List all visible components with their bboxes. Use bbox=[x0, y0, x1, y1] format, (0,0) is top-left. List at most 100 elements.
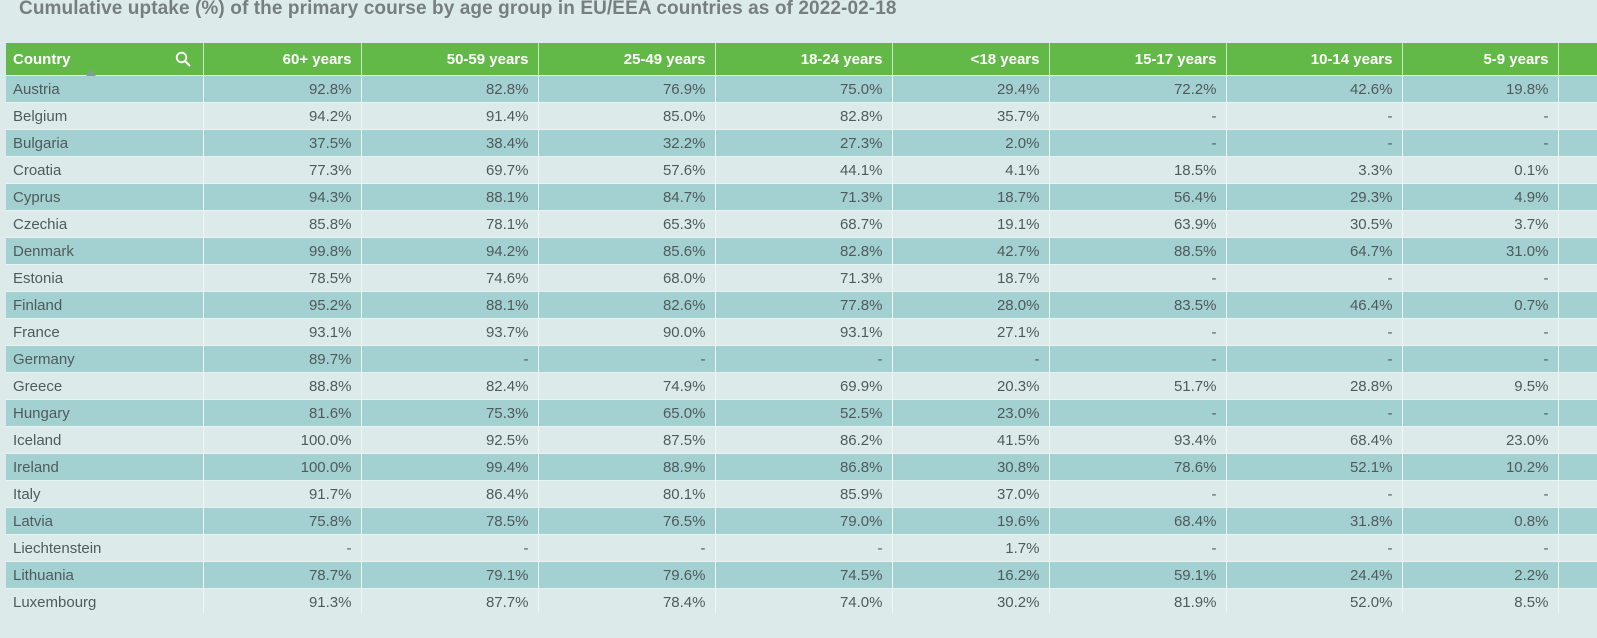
table-row: Czechia 85.8% 78.1% 65.3% 68.7% 19.1% 63.9% 30.… bbox=[6, 210, 1597, 238]
table-row: Ireland 100.0% 99.4% 88.9% 86.8% 30.8% 78.6% 52… bbox=[6, 453, 1597, 481]
cell-under-18: 23.0% bbox=[892, 399, 1050, 427]
cell-next bbox=[1558, 453, 1597, 481]
cell-10-14: - bbox=[1226, 129, 1403, 157]
cell-5-9: 8.5% bbox=[1402, 588, 1559, 613]
cell-25-49: 76.9% bbox=[538, 75, 716, 103]
cell-25-49: 85.0% bbox=[538, 102, 716, 130]
cell-under-18: 28.0% bbox=[892, 291, 1050, 319]
cell-5-9: - bbox=[1402, 345, 1559, 373]
cell-60plus: 100.0% bbox=[203, 453, 362, 481]
cell-15-17: - bbox=[1049, 345, 1227, 373]
cell-15-17: 88.5% bbox=[1049, 237, 1227, 265]
cell-15-17: 56.4% bbox=[1049, 183, 1227, 211]
cell-10-14: - bbox=[1226, 318, 1403, 346]
sort-ascending-icon[interactable] bbox=[86, 70, 96, 76]
cell-country: Czechia bbox=[6, 210, 204, 238]
cell-5-9: 2.2% bbox=[1402, 561, 1559, 589]
cell-15-17: - bbox=[1049, 480, 1227, 508]
table-row: Luxembourg 91.3% 87.7% 78.4% 74.0% 30.2% 81.9%… bbox=[6, 588, 1597, 613]
cell-country: Denmark bbox=[6, 237, 204, 265]
cell-country: Cyprus bbox=[6, 183, 204, 211]
cell-25-49: 82.6% bbox=[538, 291, 716, 319]
header-row: Country 60+ years 50-59 years 25-49 year… bbox=[6, 43, 1597, 76]
cell-25-49: - bbox=[538, 345, 716, 373]
column-header-country[interactable]: Country bbox=[6, 43, 204, 76]
column-header-under-18[interactable]: <18 years bbox=[892, 43, 1050, 76]
cell-5-9: 0.1% bbox=[1402, 156, 1559, 184]
cell-60plus: 94.2% bbox=[203, 102, 362, 130]
cell-18-24: 77.8% bbox=[715, 291, 893, 319]
cell-next bbox=[1558, 129, 1597, 157]
data-table-container: Country 60+ years 50-59 years 25-49 year… bbox=[6, 43, 1597, 613]
cell-25-49: 79.6% bbox=[538, 561, 716, 589]
column-header-10-14[interactable]: 10-14 years bbox=[1226, 43, 1403, 76]
cell-18-24: 44.1% bbox=[715, 156, 893, 184]
cell-under-18: 37.0% bbox=[892, 480, 1050, 508]
column-header-50-59[interactable]: 50-59 years bbox=[361, 43, 539, 76]
column-header-next[interactable] bbox=[1558, 43, 1597, 76]
cell-25-49: 87.5% bbox=[538, 426, 716, 454]
cell-10-14: - bbox=[1226, 345, 1403, 373]
table-row: Cyprus 94.3% 88.1% 84.7% 71.3% 18.7% 56.4% 29.3… bbox=[6, 183, 1597, 211]
column-header-60plus[interactable]: 60+ years bbox=[203, 43, 362, 76]
cell-country: Iceland bbox=[6, 426, 204, 454]
column-header-18-24[interactable]: 18-24 years bbox=[715, 43, 893, 76]
cell-next bbox=[1558, 480, 1597, 508]
cell-under-18: 19.1% bbox=[892, 210, 1050, 238]
column-header-25-49[interactable]: 25-49 years bbox=[538, 43, 716, 76]
search-icon[interactable] bbox=[175, 51, 191, 67]
cell-country: France bbox=[6, 318, 204, 346]
cell-25-49: 76.5% bbox=[538, 507, 716, 535]
cell-under-18: - bbox=[892, 345, 1050, 373]
table-row: Estonia 78.5% 74.6% 68.0% 71.3% 18.7% - - - bbox=[6, 264, 1597, 292]
table-row: France 93.1% 93.7% 90.0% 93.1% 27.1% - - - bbox=[6, 318, 1597, 346]
cell-50-59: 91.4% bbox=[361, 102, 539, 130]
table-row: Iceland 100.0% 92.5% 87.5% 86.2% 41.5% 93.4% 68… bbox=[6, 426, 1597, 454]
cell-country: Luxembourg bbox=[6, 588, 204, 613]
cell-10-14: 24.4% bbox=[1226, 561, 1403, 589]
cell-25-49: 65.3% bbox=[538, 210, 716, 238]
cell-under-18: 30.2% bbox=[892, 588, 1050, 613]
cell-15-17: - bbox=[1049, 534, 1227, 562]
cell-60plus: 89.7% bbox=[203, 345, 362, 373]
cell-country: Finland bbox=[6, 291, 204, 319]
cell-country: Hungary bbox=[6, 399, 204, 427]
cell-15-17: - bbox=[1049, 129, 1227, 157]
cell-under-18: 18.7% bbox=[892, 183, 1050, 211]
cell-15-17: 51.7% bbox=[1049, 372, 1227, 400]
cell-5-9: 3.7% bbox=[1402, 210, 1559, 238]
column-header-5-9[interactable]: 5-9 years bbox=[1402, 43, 1559, 76]
cell-next bbox=[1558, 264, 1597, 292]
cell-15-17: 93.4% bbox=[1049, 426, 1227, 454]
cell-25-49: 74.9% bbox=[538, 372, 716, 400]
cell-country: Lithuania bbox=[6, 561, 204, 589]
cell-60plus: 75.8% bbox=[203, 507, 362, 535]
cell-60plus: 100.0% bbox=[203, 426, 362, 454]
cell-under-18: 35.7% bbox=[892, 102, 1050, 130]
column-header-label: Country bbox=[13, 50, 71, 68]
cell-25-49: 57.6% bbox=[538, 156, 716, 184]
table-row: Croatia 77.3% 69.7% 57.6% 44.1% 4.1% 18.5% 3.3%… bbox=[6, 156, 1597, 184]
table-row: Belgium 94.2% 91.4% 85.0% 82.8% 35.7% - - - bbox=[6, 102, 1597, 130]
cell-18-24: 82.8% bbox=[715, 237, 893, 265]
cell-18-24: 75.0% bbox=[715, 75, 893, 103]
cell-10-14: 30.5% bbox=[1226, 210, 1403, 238]
cell-15-17: 18.5% bbox=[1049, 156, 1227, 184]
cell-25-49: 85.6% bbox=[538, 237, 716, 265]
cell-next bbox=[1558, 588, 1597, 613]
cell-10-14: 31.8% bbox=[1226, 507, 1403, 535]
cell-next bbox=[1558, 561, 1597, 589]
cell-60plus: 93.1% bbox=[203, 318, 362, 346]
cell-5-9: - bbox=[1402, 264, 1559, 292]
cell-15-17: 63.9% bbox=[1049, 210, 1227, 238]
cell-18-24: 74.5% bbox=[715, 561, 893, 589]
cell-50-59: 94.2% bbox=[361, 237, 539, 265]
cell-5-9: - bbox=[1402, 399, 1559, 427]
column-header-15-17[interactable]: 15-17 years bbox=[1049, 43, 1227, 76]
cell-5-9: 19.8% bbox=[1402, 75, 1559, 103]
cell-25-49: 78.4% bbox=[538, 588, 716, 613]
cell-country: Bulgaria bbox=[6, 129, 204, 157]
cell-10-14: 28.8% bbox=[1226, 372, 1403, 400]
cell-18-24: 52.5% bbox=[715, 399, 893, 427]
